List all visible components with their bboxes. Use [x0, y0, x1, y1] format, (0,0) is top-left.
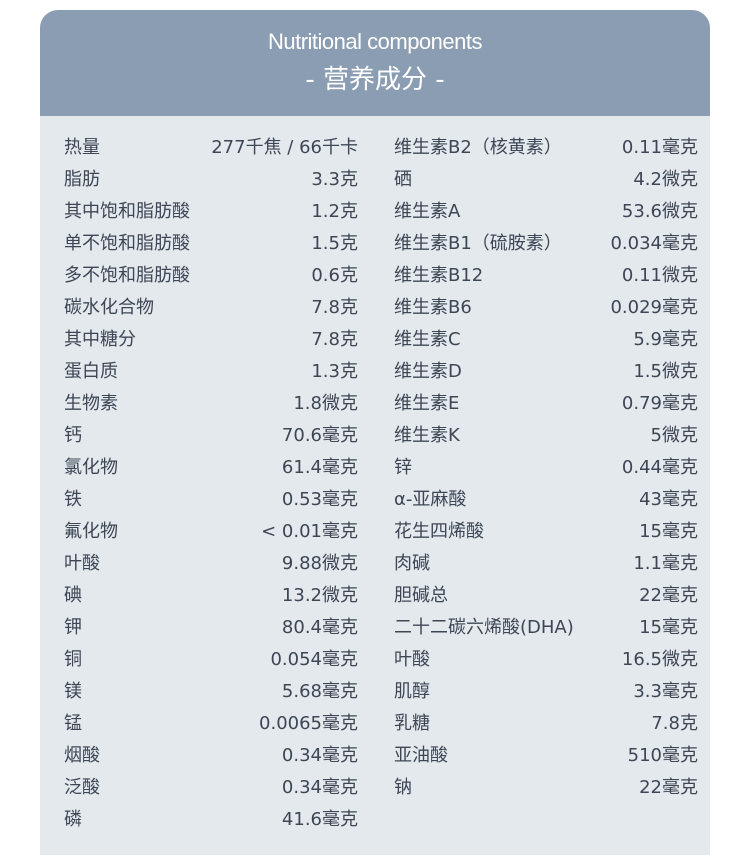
nutrient-value: < 0.01毫克 — [261, 521, 358, 542]
nutrient-name: 锌 — [394, 457, 412, 478]
nutrient-name: 镁 — [64, 681, 82, 702]
nutrient-value: 0.6克 — [311, 265, 358, 286]
nutrient-name: 热量 — [64, 137, 100, 158]
nutrient-value: 3.3毫克 — [633, 681, 698, 702]
nutrient-value: 1.8微克 — [293, 393, 358, 414]
nutrient-value: 277千焦 / 66千卡 — [211, 137, 358, 158]
nutrient-name: 钾 — [64, 617, 82, 638]
nutrient-value: 3.3克 — [311, 169, 358, 190]
nutrient-name: 碘 — [64, 585, 82, 606]
nutrient-name: 叶酸 — [64, 553, 100, 574]
nutrient-value: 4.2微克 — [633, 169, 698, 190]
nutrient-value: 7.8克 — [651, 713, 698, 734]
nutrition-card: Nutritional components - 营养成分 - 热量 277千焦 … — [40, 10, 710, 855]
nutrient-name: 锰 — [64, 713, 82, 734]
nutrient-value: 510毫克 — [627, 745, 698, 766]
nutrient-value: 80.4毫克 — [281, 617, 358, 638]
nutrient-name: 花生四烯酸 — [394, 521, 484, 542]
title-chinese: - 营养成分 - — [305, 65, 445, 95]
nutrient-name: 亚油酸 — [394, 745, 448, 766]
nutrient-value: 15毫克 — [639, 617, 698, 638]
nutrient-value: 0.11毫克 — [621, 137, 698, 158]
nutrient-value: 0.53毫克 — [281, 489, 358, 510]
nutrient-name: 维生素B6 — [394, 297, 472, 318]
nutrient-value: 0.44毫克 — [621, 457, 698, 478]
nutrient-name: 生物素 — [64, 393, 118, 414]
nutrient-name: 叶酸 — [394, 649, 430, 670]
nutrient-name: 维生素A — [394, 201, 461, 222]
nutrient-value: 15毫克 — [639, 521, 698, 542]
nutrient-name: 维生素B2（核黄素） — [394, 137, 562, 158]
nutrient-value: 0.79毫克 — [621, 393, 698, 414]
nutrient-name: 氯化物 — [64, 457, 118, 478]
nutrient-name: 铜 — [64, 649, 82, 670]
nutrient-value: 0.054毫克 — [270, 649, 358, 670]
nutrient-name: 胆碱总 — [394, 585, 448, 606]
nutrient-value: 53.6微克 — [621, 201, 698, 222]
nutrient-name: 泛酸 — [64, 777, 100, 798]
nutrient-name: 铁 — [64, 489, 82, 510]
title-english: Nutritional components — [267, 29, 483, 54]
nutrient-name: 钠 — [394, 777, 412, 798]
nutrient-name: 维生素E — [394, 393, 460, 414]
nutrient-name: 维生素K — [394, 425, 460, 446]
nutrient-value: 0.029毫克 — [610, 297, 698, 318]
nutrient-value: 1.3克 — [311, 361, 358, 382]
nutrient-name: α-亚麻酸 — [394, 489, 467, 510]
nutrient-value: 5.68毫克 — [281, 681, 358, 702]
nutrient-value: 41.6毫克 — [281, 809, 358, 830]
nutrient-name: 氟化物 — [64, 521, 118, 542]
nutrient-name: 其中糖分 — [64, 329, 136, 350]
nutrient-name: 肉碱 — [394, 553, 430, 574]
nutrient-name: 钙 — [64, 425, 82, 446]
nutrient-value: 0.0065毫克 — [259, 713, 358, 734]
nutrient-value: 1.5克 — [311, 233, 358, 254]
nutrient-value: 0.34毫克 — [281, 777, 358, 798]
nutrient-value: 43毫克 — [639, 489, 698, 510]
nutrient-value: 22毫克 — [639, 585, 698, 606]
nutrition-table: 热量 277千焦 / 66千卡脂肪 3.3克其中饱和脂肪酸 1.2克单不饱和脂肪酸 1.… — [40, 116, 710, 830]
nutrient-value: 0.034毫克 — [610, 233, 698, 254]
nutrient-name: 硒 — [394, 169, 412, 190]
nutrient-name: 维生素D — [394, 361, 462, 382]
nutrient-name: 二十二碳六烯酸(DHA) — [394, 617, 574, 638]
nutrient-value: 5.9毫克 — [633, 329, 698, 350]
nutrient-name: 脂肪 — [64, 169, 100, 190]
nutrient-name: 单不饱和脂肪酸 — [64, 233, 190, 254]
nutrient-value: 5微克 — [650, 425, 698, 446]
nutrient-name: 乳糖 — [394, 713, 430, 734]
nutrient-name: 多不饱和脂肪酸 — [64, 265, 190, 286]
nutrient-name: 磷 — [64, 809, 82, 830]
nutrient-name: 烟酸 — [64, 745, 100, 766]
nutrient-value: 0.11微克 — [621, 265, 698, 286]
nutrient-name: 碳水化合物 — [64, 297, 154, 318]
nutrient-value: 1.1毫克 — [633, 553, 698, 574]
nutrient-value: 13.2微克 — [281, 585, 358, 606]
header: Nutritional components - 营养成分 - — [40, 10, 710, 116]
nutrient-value: 1.5微克 — [633, 361, 698, 382]
nutrient-value: 16.5微克 — [621, 649, 698, 670]
nutrient-name: 维生素B1（硫胺素） — [394, 233, 562, 254]
nutrient-name: 维生素C — [394, 329, 461, 350]
nutrient-name: 维生素B12 — [394, 265, 484, 286]
nutrient-value: 7.8克 — [311, 329, 358, 350]
nutrient-name: 其中饱和脂肪酸 — [64, 201, 190, 222]
nutrient-name: 蛋白质 — [64, 361, 118, 382]
nutrient-value: 1.2克 — [311, 201, 358, 222]
nutrient-value: 0.34毫克 — [281, 745, 358, 766]
nutrient-value: 9.88微克 — [281, 553, 358, 574]
nutrient-value: 70.6毫克 — [281, 425, 358, 446]
nutrient-value: 22毫克 — [639, 777, 698, 798]
nutrient-name: 肌醇 — [394, 681, 430, 702]
nutrient-value: 61.4毫克 — [281, 457, 358, 478]
nutrient-value: 7.8克 — [311, 297, 358, 318]
